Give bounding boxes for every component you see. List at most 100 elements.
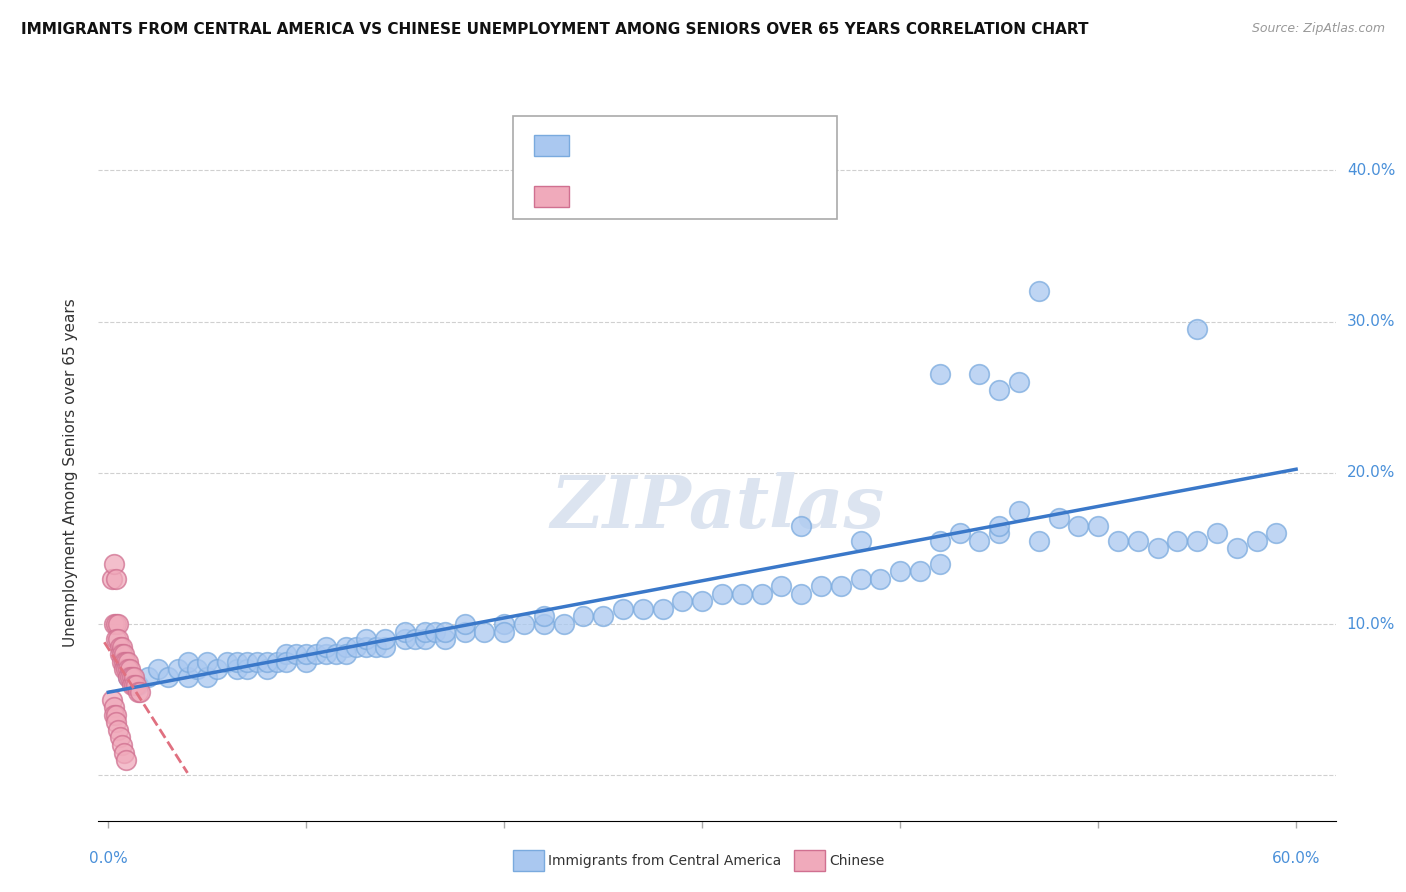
Point [136, 670, 159, 684]
Point [195, 670, 218, 684]
Point [374, 640, 396, 654]
Point [335, 640, 357, 654]
Point [1185, 533, 1208, 548]
Point [276, 655, 298, 669]
Point [105, 715, 128, 730]
Point [453, 624, 475, 639]
Point [711, 587, 734, 601]
Point [413, 624, 436, 639]
Point [969, 368, 991, 382]
Point [988, 518, 1011, 533]
Point [256, 655, 278, 669]
Text: Chinese: Chinese [830, 854, 884, 868]
Point [111, 640, 134, 654]
Point [1166, 533, 1188, 548]
Point [592, 609, 614, 624]
Point [928, 557, 950, 571]
Point [186, 662, 208, 676]
Point [494, 617, 516, 632]
Point [413, 632, 436, 647]
Point [690, 594, 713, 608]
Point [121, 677, 143, 691]
Point [156, 670, 179, 684]
Point [111, 647, 134, 661]
Point [751, 587, 773, 601]
Text: 10.0%: 10.0% [1347, 616, 1395, 632]
Point [928, 533, 950, 548]
Point [105, 632, 128, 647]
Point [533, 609, 555, 624]
Point [276, 647, 298, 661]
Point [117, 670, 139, 684]
Text: 40.0%: 40.0% [1347, 162, 1395, 178]
Text: R =: R = [576, 138, 607, 153]
Point [553, 617, 575, 632]
Point [325, 647, 347, 661]
Point [295, 647, 318, 661]
Point [1087, 518, 1109, 533]
Point [115, 655, 138, 669]
Text: N =: N = [654, 138, 686, 153]
Point [849, 533, 872, 548]
Text: IMMIGRANTS FROM CENTRAL AMERICA VS CHINESE UNEMPLOYMENT AMONG SENIORS OVER 65 YE: IMMIGRANTS FROM CENTRAL AMERICA VS CHINE… [21, 22, 1088, 37]
Point [117, 670, 139, 684]
Point [1146, 541, 1168, 556]
Point [513, 617, 536, 632]
Point [111, 655, 134, 669]
Point [1047, 511, 1070, 525]
Point [226, 655, 249, 669]
Point [1265, 526, 1288, 541]
Point [1126, 533, 1149, 548]
Point [115, 662, 138, 676]
Point [236, 662, 259, 676]
Text: R =: R = [576, 189, 607, 203]
Point [120, 670, 142, 684]
Text: N =: N = [664, 189, 696, 203]
Point [631, 602, 654, 616]
Point [108, 647, 131, 661]
Text: Source: ZipAtlas.com: Source: ZipAtlas.com [1251, 22, 1385, 36]
Text: -0.255: -0.255 [607, 189, 659, 203]
Point [146, 662, 169, 676]
Point [125, 677, 148, 691]
Point [122, 677, 145, 691]
Point [108, 731, 131, 745]
Point [988, 383, 1011, 397]
Point [101, 572, 124, 586]
Point [394, 624, 416, 639]
Point [176, 655, 198, 669]
Point [205, 662, 228, 676]
Text: 40: 40 [695, 189, 714, 203]
Point [364, 640, 387, 654]
Point [433, 632, 456, 647]
Point [404, 632, 426, 647]
Point [117, 662, 139, 676]
Point [790, 587, 813, 601]
Point [1067, 518, 1090, 533]
Point [122, 670, 145, 684]
Point [115, 753, 138, 767]
Point [1008, 503, 1031, 517]
Point [423, 624, 446, 639]
Point [908, 564, 931, 578]
Point [533, 617, 555, 632]
Point [494, 624, 516, 639]
Point [354, 640, 377, 654]
Point [810, 579, 832, 593]
Point [246, 655, 269, 669]
Point [969, 533, 991, 548]
Point [226, 662, 249, 676]
Point [1206, 526, 1229, 541]
Point [112, 647, 135, 661]
Point [790, 518, 813, 533]
Point [731, 587, 754, 601]
Point [374, 632, 396, 647]
Point [1028, 285, 1050, 299]
Point [266, 655, 288, 669]
Point [105, 617, 128, 632]
Point [195, 655, 218, 669]
Point [107, 723, 129, 737]
Point [1028, 533, 1050, 548]
Point [176, 670, 198, 684]
Text: 30.0%: 30.0% [1347, 314, 1395, 329]
